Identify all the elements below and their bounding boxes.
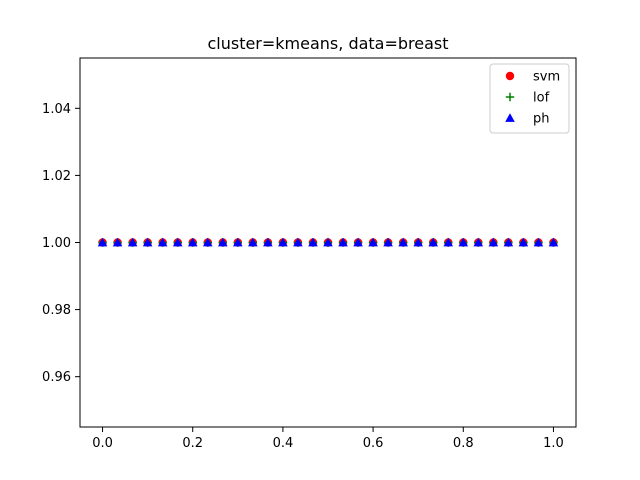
- ph-point: [488, 237, 499, 247]
- ph-point: [368, 237, 378, 247]
- ph-point: [127, 237, 138, 247]
- y-tick-label: 1.02: [42, 169, 71, 184]
- ph-point: [248, 237, 258, 247]
- y-tick-label: 1.00: [42, 236, 71, 251]
- x-tick-label: 0.6: [363, 436, 384, 451]
- ph-point: [338, 237, 348, 247]
- legend-marker-lof: [505, 92, 515, 102]
- x-tick-label: 0.4: [273, 436, 294, 451]
- chart-title: cluster=kmeans, data=breast: [207, 34, 448, 53]
- y-axis: 0.96 0.98 1.00 1.02 1.04: [42, 102, 80, 385]
- ph-point: [172, 237, 183, 247]
- series-ph: [97, 237, 559, 247]
- series-layer: [97, 237, 559, 247]
- y-tick-label: 1.04: [42, 102, 71, 117]
- ph-point: [218, 237, 228, 247]
- ph-point: [428, 237, 438, 247]
- ph-point: [202, 237, 213, 247]
- ph-point: [353, 237, 363, 247]
- legend: svm lof ph: [489, 63, 570, 134]
- ph-point: [112, 237, 123, 247]
- ph-point: [157, 237, 168, 247]
- x-tick-label: 1.0: [543, 436, 564, 451]
- ph-point: [263, 237, 273, 247]
- ph-point: [533, 237, 544, 247]
- ph-point: [278, 237, 288, 247]
- ph-point: [323, 237, 333, 247]
- ph-point: [398, 237, 408, 247]
- x-tick-label: 0.8: [453, 436, 474, 451]
- ph-point: [548, 237, 559, 247]
- x-tick-label: 0.2: [182, 436, 203, 451]
- ph-point: [443, 237, 454, 247]
- ph-point: [97, 237, 108, 247]
- y-tick-label: 0.96: [42, 370, 71, 385]
- ph-point: [293, 237, 303, 247]
- ph-point: [233, 237, 243, 247]
- ph-point: [383, 237, 393, 247]
- ph-point: [308, 237, 318, 247]
- ph-point: [413, 237, 423, 247]
- ph-point: [518, 237, 529, 247]
- ph-point: [503, 237, 514, 247]
- ph-point: [473, 237, 484, 247]
- x-tick-label: 0.0: [92, 436, 113, 451]
- legend-label-lof: lof: [533, 91, 550, 106]
- x-axis: 0.0 0.2 0.4 0.6 0.8 1.0: [92, 427, 564, 451]
- legend-label-ph: ph: [533, 112, 550, 127]
- legend-marker-svm: [505, 71, 515, 81]
- ph-point: [187, 237, 198, 247]
- legend-label-svm: svm: [533, 70, 560, 85]
- legend-marker-ph: [505, 113, 515, 122]
- ph-point: [458, 237, 469, 247]
- ph-point: [142, 237, 153, 247]
- y-tick-label: 0.98: [42, 303, 71, 318]
